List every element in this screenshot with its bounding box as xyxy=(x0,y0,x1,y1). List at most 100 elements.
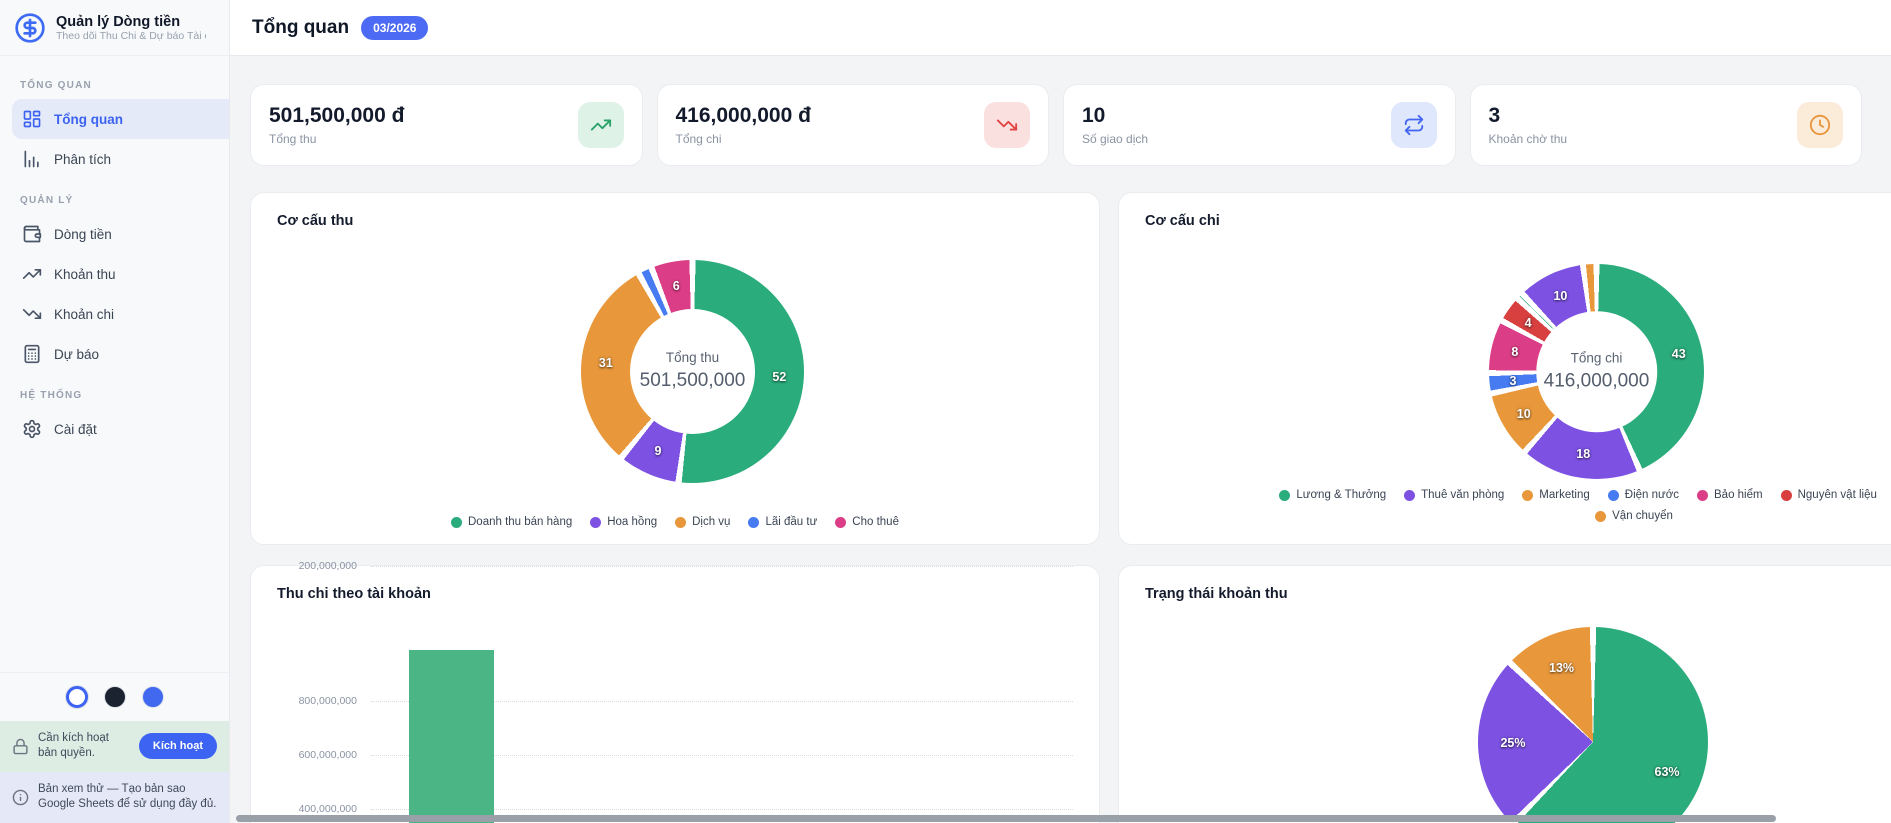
legend-item[interactable]: Hoa hồng xyxy=(590,516,657,528)
slice-data-label: 63% xyxy=(1654,765,1680,780)
slice-data-label: 18 xyxy=(1576,447,1591,462)
sidebar-item-khoan-chi[interactable]: Khoản chi xyxy=(12,294,217,334)
trend-up-icon xyxy=(22,264,42,284)
legend-item[interactable]: Vận chuyển xyxy=(1595,510,1673,522)
legend-item[interactable]: Dịch vụ xyxy=(675,516,730,528)
sidebar-header: Quản lý Dòng tiền Theo dõi Thu Chi & Dự … xyxy=(0,0,229,56)
trial-banner: Bản xem thử — Tạo bản sao Google Sheets … xyxy=(0,771,229,823)
stat-value: 3 xyxy=(1488,104,1501,127)
sidebar-item-label: Tổng quan xyxy=(54,111,123,127)
activate-button[interactable]: Kích hoạt xyxy=(138,733,217,760)
legend-item[interactable]: Cho thuê xyxy=(835,516,899,528)
nav-section-manage: QUẢN LÝ xyxy=(20,195,74,206)
wallet-icon xyxy=(22,224,42,244)
dollar-circle-logo-icon xyxy=(14,12,46,44)
sidebar-item-du-bao[interactable]: Dự báo xyxy=(12,334,217,374)
chart-title: Trạng thái khoản thu xyxy=(1145,586,1288,602)
stat-card-so-giao-dich: 10 Số giao dịch xyxy=(1063,84,1456,166)
donut-center: Tổng chi 416,000,000 xyxy=(1535,310,1658,433)
legend-item[interactable]: Marketing xyxy=(1522,489,1590,501)
chart-legend: Doanh thu bán hàng Hoa hồng Dịch vụ Lãi đầu… xyxy=(251,516,1099,528)
theme-dot-dark[interactable] xyxy=(103,685,126,708)
slice-data-label: 25% xyxy=(1500,736,1526,751)
legend-item[interactable]: Thuê văn phòng xyxy=(1404,489,1504,501)
license-banner: Cần kích hoạt bản quyền. Kích hoạt xyxy=(0,720,229,772)
chart-title: Cơ cấu thu xyxy=(277,213,354,229)
sidebar-item-label: Cài đặt xyxy=(54,421,97,437)
stat-card-khoan-cho-thu: 3 Khoản chờ thu xyxy=(1469,84,1862,166)
legend-label: Bảo hiểm xyxy=(1714,489,1763,501)
legend-color-dot xyxy=(835,516,847,528)
donut-center-value: 501,500,000 xyxy=(639,370,746,392)
legend-item[interactable]: Nguyên vật liệu xyxy=(1780,489,1877,501)
trend-down-icon xyxy=(22,304,42,324)
legend-label: Vận chuyển xyxy=(1612,510,1673,522)
trend-up-icon xyxy=(577,102,624,148)
calculator-icon xyxy=(22,344,42,364)
slice-data-label: 43 xyxy=(1671,347,1686,362)
dashboard-content: 501,500,000 đ Tổng thu 416,000,000 đ Tổn… xyxy=(230,56,1891,823)
sidebar-item-tong-quan[interactable]: Tổng quan xyxy=(12,99,229,139)
y-axis-tick: 800,000,000 xyxy=(298,695,357,707)
chart-title: Thu chi theo tài khoản xyxy=(277,586,431,602)
legend-label: Điện nước xyxy=(1624,489,1679,501)
legend-label: Doanh thu bán hàng xyxy=(468,516,573,528)
sidebar-item-cai-dat[interactable]: Cài đặt xyxy=(12,409,217,449)
horizontal-scrollbar[interactable] xyxy=(230,813,1891,823)
y-axis-tick: 200,000,000 xyxy=(298,560,357,572)
legend-label: Nguyên vật liệu xyxy=(1797,489,1877,501)
nav-section-overview: TỔNG QUAN xyxy=(20,80,92,91)
sidebar-item-label: Dự báo xyxy=(54,346,100,362)
slice-data-label: 9 xyxy=(654,444,662,459)
legend-item[interactable]: Doanh thu bán hàng xyxy=(451,516,572,528)
sidebar-item-label: Dòng tiền xyxy=(54,226,112,242)
legend-item[interactable]: Lương & Thưởng xyxy=(1279,489,1386,501)
slice-data-label: 13% xyxy=(1549,661,1575,676)
legend-item[interactable]: Lãi đầu tư xyxy=(748,516,817,528)
donut-chart-co-cau-chi: Tổng chi 416,000,000 43 18 10 3 8 4 10 xyxy=(1489,264,1704,479)
sidebar-item-label: Khoản chi xyxy=(54,306,115,322)
legend-item[interactable]: Điện nước xyxy=(1607,489,1679,501)
donut-center-value: 416,000,000 xyxy=(1543,370,1650,392)
legend-color-dot xyxy=(590,516,602,528)
donut-center-label: Tổng thu xyxy=(665,350,720,366)
pie-slices[interactable] xyxy=(1478,627,1708,823)
pie-chart-trang-thai-khoan-thu: 63% 25% 13% xyxy=(1478,627,1708,823)
chart-title: Cơ cấu chi xyxy=(1145,213,1220,229)
nav-section-system: HỆ THỐNG xyxy=(20,390,83,401)
legend-color-dot xyxy=(1607,489,1619,501)
info-icon xyxy=(12,789,29,806)
trial-banner-text: Bản xem thử — Tạo bản sao Google Sheets … xyxy=(38,782,217,811)
sidebar-item-khoan-thu[interactable]: Khoản thu xyxy=(12,254,217,294)
legend-color-dot xyxy=(1522,489,1534,501)
theme-switcher xyxy=(0,671,229,721)
horizontal-scrollbar-thumb[interactable] xyxy=(236,815,1776,822)
y-axis-tick: 600,000,000 xyxy=(298,749,357,761)
sidebar-item-label: Khoản thu xyxy=(54,266,116,282)
legend-color-dot xyxy=(748,516,760,528)
stat-card-tong-chi: 416,000,000 đ Tổng chi xyxy=(656,84,1049,166)
bar-series-thu[interactable] xyxy=(409,649,494,823)
stat-value: 10 xyxy=(1082,104,1106,127)
slice-data-label: 3 xyxy=(1509,373,1517,388)
app-subtitle: Theo dõi Thu Chi & Dự báo Tài chính xyxy=(56,29,206,42)
chart-card-trang-thai-khoan-thu: Trạng thái khoản thu 63% 25% 13% xyxy=(1118,565,1891,823)
stat-label: Khoản chờ thu xyxy=(1488,132,1568,146)
stat-label: Số giao dịch xyxy=(1082,132,1149,146)
legend-item[interactable]: Bảo hiểm xyxy=(1697,489,1763,501)
legend-label: Lãi đầu tư xyxy=(765,516,818,528)
sidebar-item-dong-tien[interactable]: Dòng tiền xyxy=(12,214,217,254)
stat-value: 501,500,000 đ xyxy=(269,104,405,127)
period-badge: 03/2026 xyxy=(361,15,429,40)
main-header: Tổng quan 03/2026 xyxy=(230,0,1891,56)
donut-center-label: Tổng chi xyxy=(1570,350,1623,366)
legend-label: Lương & Thưởng xyxy=(1296,489,1387,501)
page-title: Tổng quan xyxy=(252,16,350,38)
theme-dot-blue[interactable] xyxy=(141,685,164,708)
sidebar: Quản lý Dòng tiền Theo dõi Thu Chi & Dự … xyxy=(0,0,230,823)
stat-label: Tổng thu xyxy=(269,132,317,146)
legend-label: Cho thuê xyxy=(852,516,899,528)
stats-row: 501,500,000 đ Tổng thu 416,000,000 đ Tổn… xyxy=(250,84,1862,166)
theme-dot-light[interactable] xyxy=(65,685,88,708)
sidebar-item-phan-tich[interactable]: Phân tích xyxy=(12,139,217,179)
